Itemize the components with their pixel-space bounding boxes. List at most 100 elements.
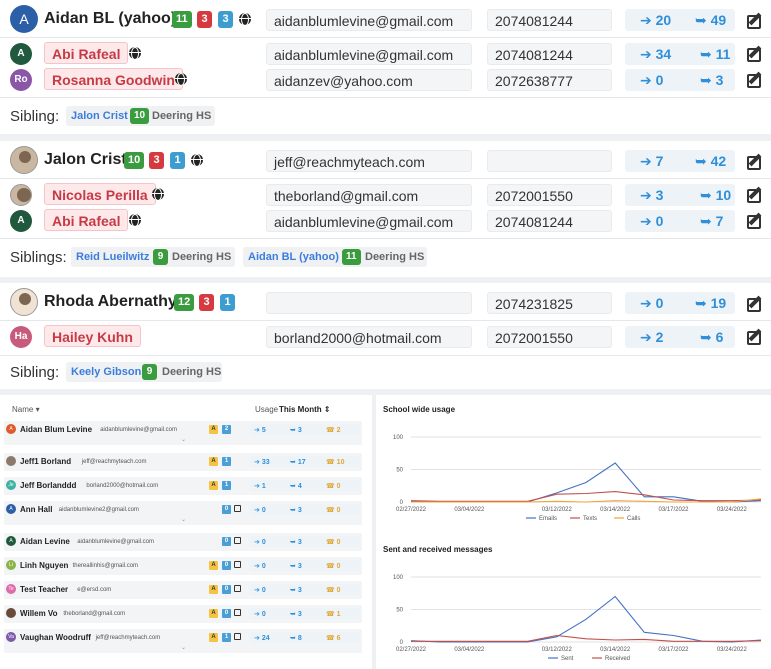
table-row[interactable]: A Aidan Blum Levine aidanblumlevine@gmail.… xyxy=(0,421,362,445)
globe-icon[interactable] xyxy=(239,13,251,26)
sent-count[interactable]: ➔ 20 xyxy=(640,12,672,28)
contact-name[interactable]: Abi Rafeal xyxy=(44,209,129,231)
globe-icon[interactable] xyxy=(191,154,203,167)
email-field[interactable]: jeff@reachmyteach.com xyxy=(266,150,472,172)
period-select[interactable]: This Month ⇕ xyxy=(279,405,331,414)
received-count[interactable]: ➥ 49 xyxy=(695,12,727,28)
edit-icon[interactable] xyxy=(234,633,241,640)
student-name[interactable]: Aidan BL (yahoo) xyxy=(44,10,177,27)
row-sent[interactable]: ➔ 1 xyxy=(254,483,266,490)
contact-name[interactable]: Abi Rafeal xyxy=(44,42,129,64)
phone-field[interactable]: 2074081244 xyxy=(487,9,612,31)
phone-field[interactable] xyxy=(487,150,612,172)
row-name[interactable]: Test Teacher xyxy=(20,585,69,594)
contact-row[interactable]: A Abi Rafeal aidanblumlevine@gmail.com 2… xyxy=(0,39,771,69)
row-name[interactable]: Aidan Levine xyxy=(20,537,70,546)
edit-icon[interactable] xyxy=(747,15,761,29)
edit-icon[interactable] xyxy=(234,609,241,616)
email-field[interactable] xyxy=(266,292,472,314)
row-name[interactable]: Aidan Blum Levine xyxy=(20,425,93,434)
sent-count[interactable]: ➔ 34 xyxy=(640,46,672,62)
email-field[interactable]: aidanblumlevine@gmail.com xyxy=(266,43,472,65)
received-count[interactable]: ➥ 7 xyxy=(700,213,724,229)
globe-icon[interactable] xyxy=(129,214,141,227)
row-calls[interactable]: ☎ 0 xyxy=(326,563,341,570)
sibling-name[interactable]: Keely Gibson xyxy=(71,366,142,378)
contact-name[interactable]: Nicolas Perilla xyxy=(44,183,156,205)
contact-name[interactable]: Hailey Kuhn xyxy=(44,325,141,347)
student-row[interactable]: Rhoda Abernathy 12 3 1 2074231825 ➔ 0 ➥ … xyxy=(0,287,771,317)
email-field[interactable]: aidanblumlevine@gmail.com xyxy=(266,9,472,31)
sibling-chip[interactable]: Jalon Crist 10 Deering HS xyxy=(66,106,215,126)
edit-icon[interactable] xyxy=(234,561,241,568)
chevron-down-icon[interactable]: ⌄ xyxy=(181,645,187,651)
edit-icon[interactable] xyxy=(747,298,761,312)
row-received[interactable]: ➥ 3 xyxy=(290,539,302,546)
sibling-name[interactable]: Jalon Crist xyxy=(71,110,128,122)
row-received[interactable]: ➥ 3 xyxy=(290,563,302,570)
sent-count[interactable]: ➔ 0 xyxy=(640,295,664,311)
row-received[interactable]: ➥ 3 xyxy=(290,507,302,514)
globe-icon[interactable] xyxy=(175,73,187,86)
table-row[interactable]: Va Vaughan Woodruff jeff@reachmyteach.com A… xyxy=(0,629,362,653)
row-sent[interactable]: ➔ 0 xyxy=(254,611,266,618)
email-field[interactable]: aidanblumlevine@gmail.com xyxy=(266,210,472,232)
row-calls[interactable]: ☎ 0 xyxy=(326,587,341,594)
phone-field[interactable]: 2074081244 xyxy=(487,43,612,65)
table-row[interactable]: A Ann Hall aidanblumlevine2@gmail.com 0 ➔ 0 ➥… xyxy=(0,501,362,525)
edit-icon[interactable] xyxy=(234,585,241,592)
edit-icon[interactable] xyxy=(747,74,761,88)
table-row[interactable]: Willem Vo theborland@gmail.com A 0 ➔ 0 ➥ 3 ☎ 1 xyxy=(0,605,362,623)
student-row[interactable]: A Aidan BL (yahoo) 11 3 3 aidanblumlevin… xyxy=(0,4,771,34)
row-sent[interactable]: ➔ 0 xyxy=(254,507,266,514)
phone-field[interactable]: 2072001550 xyxy=(487,184,612,206)
sent-count[interactable]: ➔ 7 xyxy=(640,153,664,169)
row-name[interactable]: Linh Nguyen xyxy=(20,561,69,570)
row-sent[interactable]: ➔ 0 xyxy=(254,563,266,570)
row-calls[interactable]: ☎ 0 xyxy=(326,483,341,490)
row-name[interactable]: Ann Hall xyxy=(20,505,53,514)
row-name[interactable]: Vaughan Woodruff xyxy=(20,633,91,642)
row-name[interactable]: Willem Vo xyxy=(20,609,58,618)
row-sent[interactable]: ➔ 0 xyxy=(254,587,266,594)
row-received[interactable]: ➥ 4 xyxy=(290,483,302,490)
table-row[interactable]: Te Test Teacher e@ersd.com A 0 ➔ 0 ➥ 3 ☎ 0 xyxy=(0,581,362,599)
row-received[interactable]: ➥ 8 xyxy=(290,635,302,642)
email-field[interactable]: aidanzev@yahoo.com xyxy=(266,69,472,91)
sent-count[interactable]: ➔ 0 xyxy=(640,213,664,229)
received-count[interactable]: ➥ 19 xyxy=(695,295,727,311)
row-received[interactable]: ➥ 17 xyxy=(290,459,306,466)
table-row[interactable]: Je Jeff Borlanddd borland2000@hotmail.com A… xyxy=(0,477,362,495)
row-sent[interactable]: ➔ 33 xyxy=(254,459,270,466)
contact-row[interactable]: Ha Hailey Kuhn borland2000@hotmail.com 2… xyxy=(0,322,771,352)
phone-field[interactable]: 2074231825 xyxy=(487,292,612,314)
edit-icon[interactable] xyxy=(234,505,241,512)
contact-row[interactable]: Nicolas Perilla theborland@gmail.com 207… xyxy=(0,180,771,210)
received-count[interactable]: ➥ 42 xyxy=(695,153,727,169)
email-field[interactable]: theborland@gmail.com xyxy=(266,184,472,206)
globe-icon[interactable] xyxy=(129,47,141,60)
contact-row[interactable]: Ro Rosanna Goodwin aidanzev@yahoo.com 20… xyxy=(0,65,771,95)
edit-icon[interactable] xyxy=(747,156,761,170)
table-row[interactable]: A Aidan Levine aidanblumlevine@gmail.com 0 ➔… xyxy=(0,533,362,551)
received-count[interactable]: ➥ 11 xyxy=(700,46,731,62)
row-received[interactable]: ➥ 3 xyxy=(290,611,302,618)
sent-count[interactable]: ➔ 2 xyxy=(640,329,664,345)
sent-count[interactable]: ➔ 3 xyxy=(640,187,664,203)
edit-icon[interactable] xyxy=(747,331,761,345)
received-count[interactable]: ➥ 6 xyxy=(700,329,724,345)
edit-icon[interactable] xyxy=(747,215,761,229)
row-received[interactable]: ➥ 3 xyxy=(290,427,302,434)
student-name[interactable]: Rhoda Abernathy xyxy=(44,293,177,310)
edit-icon[interactable] xyxy=(234,537,241,544)
row-sent[interactable]: ➔ 5 xyxy=(254,427,266,434)
chevron-down-icon[interactable]: ⌄ xyxy=(181,517,187,523)
contact-row[interactable]: A Abi Rafeal aidanblumlevine@gmail.com 2… xyxy=(0,206,771,236)
edit-icon[interactable] xyxy=(747,48,761,62)
row-received[interactable]: ➥ 3 xyxy=(290,587,302,594)
sibling-chip[interactable]: Keely Gibson 9 Deering HS xyxy=(66,362,222,382)
received-count[interactable]: ➥ 3 xyxy=(700,72,724,88)
sibling-name[interactable]: Aidan BL (yahoo) xyxy=(248,251,339,263)
chevron-down-icon[interactable]: ⌄ xyxy=(181,437,187,443)
row-calls[interactable]: ☎ 2 xyxy=(326,427,341,434)
